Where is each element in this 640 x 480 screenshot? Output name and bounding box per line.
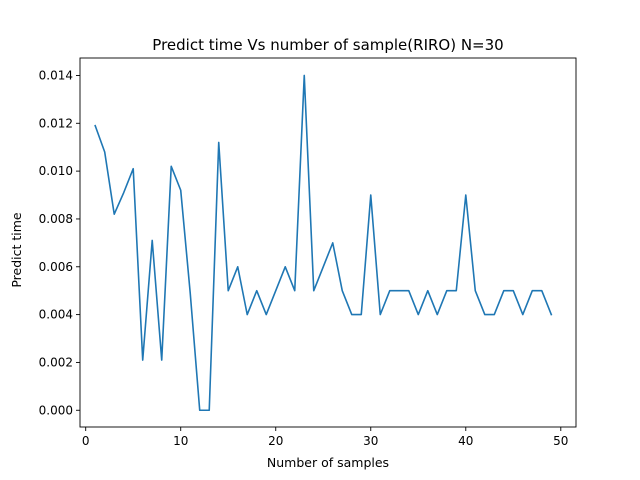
y-tick-label: 0.006 — [39, 260, 73, 274]
y-axis-label: Predict time — [9, 212, 24, 288]
series-line-0 — [94, 74, 553, 412]
x-axis-label: Number of samples — [267, 455, 389, 470]
x-tick-label: 50 — [553, 434, 568, 448]
x-tick-label: 10 — [173, 434, 188, 448]
x-tick-label: 20 — [268, 434, 283, 448]
chart-title: Predict time Vs number of sample(RIRO) N… — [152, 36, 503, 54]
y-tick-label: 0.014 — [39, 68, 73, 82]
plot-area: 0 10 20 30 40 50 0.000 0.002 0.004 0.006 0.008 0.01… — [39, 57, 577, 448]
x-tick-label: 40 — [458, 434, 473, 448]
x-tick-label: 0 — [82, 434, 90, 448]
x-tick-label: 30 — [363, 434, 378, 448]
y-tick-label: 0.010 — [39, 164, 73, 178]
y-tick-label: 0.012 — [39, 116, 73, 130]
y-tick-label: 0.008 — [39, 212, 73, 226]
y-tick-label: 0.000 — [39, 403, 73, 417]
y-tick-label: 0.002 — [39, 355, 73, 369]
plot-frame — [79, 57, 577, 428]
y-tick-label: 0.004 — [39, 308, 73, 322]
